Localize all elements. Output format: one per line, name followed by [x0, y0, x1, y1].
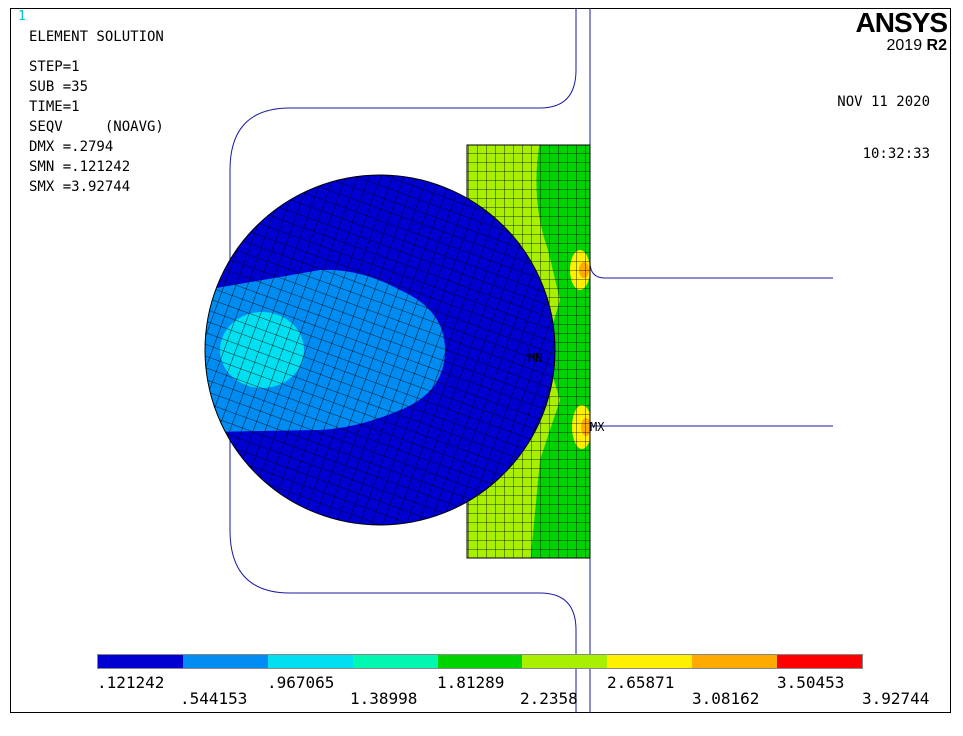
logo-release: R2: [926, 37, 947, 54]
info-line: SUB =35: [29, 79, 89, 95]
ansys-logo: ANSYS 2019 R2: [855, 7, 948, 54]
min-marker: MN: [528, 351, 542, 365]
max-marker: MX: [590, 420, 605, 434]
legend-label-bottom: .544153: [180, 689, 248, 708]
legend-swatch: [352, 655, 438, 668]
legend-swatch: [98, 655, 183, 668]
legend-swatch: [607, 655, 693, 668]
plot-title: ELEMENT SOLUTION: [29, 29, 164, 45]
logo-version: 2019: [886, 37, 923, 54]
legend-label-top: .121242: [97, 673, 165, 692]
legend-swatch: [182, 655, 268, 668]
legend-swatch: [777, 655, 863, 668]
legend-label-bottom: 2.2358: [520, 689, 578, 708]
legend-swatch: [522, 655, 608, 668]
window-number: 1: [18, 9, 26, 24]
info-line: STEP=1: [29, 59, 80, 75]
info-line: SMX =3.92744: [29, 179, 131, 195]
date-text: NOV 11 2020: [837, 94, 930, 110]
legend-swatch: [692, 655, 778, 668]
legend-swatch: [267, 655, 353, 668]
time-text: 10:32:33: [862, 146, 930, 162]
legend-label-top: .967065: [267, 673, 335, 692]
info-line: DMX =.2794: [29, 139, 114, 155]
logo-name: ANSYS: [855, 7, 948, 38]
legend-label-top: 2.65871: [607, 673, 675, 692]
legend-colorbar: [97, 654, 863, 669]
legend-label-bottom: 3.08162: [692, 689, 760, 708]
info-line: TIME=1: [29, 99, 80, 115]
info-line: SMN =.121242: [29, 159, 131, 175]
info-line: SEQV (NOAVG): [29, 119, 164, 135]
legend-label-top: 3.50453: [777, 673, 845, 692]
circle-body: [205, 175, 555, 525]
legend-label-bottom: 1.38998: [350, 689, 418, 708]
date-stamp: NOV 11 2020 10:32:33: [818, 62, 930, 178]
legend-swatch: [437, 655, 523, 668]
legend-label-top: 1.81289: [437, 673, 505, 692]
legend-label-bottom: 3.92744: [862, 689, 930, 708]
